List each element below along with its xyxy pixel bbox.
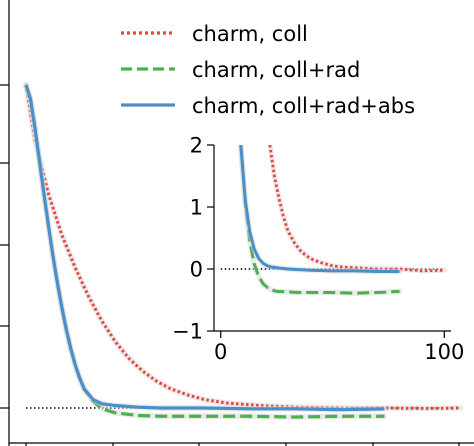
inset-y-tick-label-1: 0: [190, 258, 203, 282]
main-series-charm-coll: [24, 84, 461, 410]
inset-y-tick-label-3: 2: [190, 134, 203, 158]
inset-x-tick-label-0: 0: [214, 340, 227, 364]
legend-label-1: charm, coll+rad: [192, 58, 360, 82]
inset-x-tick-label-1: 100: [424, 340, 464, 364]
legend-label-0: charm, coll: [192, 22, 308, 46]
legend-label-2: charm, coll+rad+abs: [192, 94, 415, 118]
legend: charm, coll charm, coll+rad charm, coll+ra…: [121, 22, 415, 118]
inset-series-charm-coll-rad-abs: [239, 145, 400, 273]
inset-y-tick-label-0: −1: [172, 320, 203, 344]
inset-y-tick-label-2: 1: [190, 196, 203, 220]
inset-panel: −1 0 1 2 0 100: [172, 134, 464, 365]
inset-series-charm-coll-rad: [239, 145, 400, 295]
main-series-charm-coll-rad-abs: [24, 84, 385, 412]
main-series-group: [23, 82, 464, 420]
inset-series-group: [238, 145, 447, 296]
